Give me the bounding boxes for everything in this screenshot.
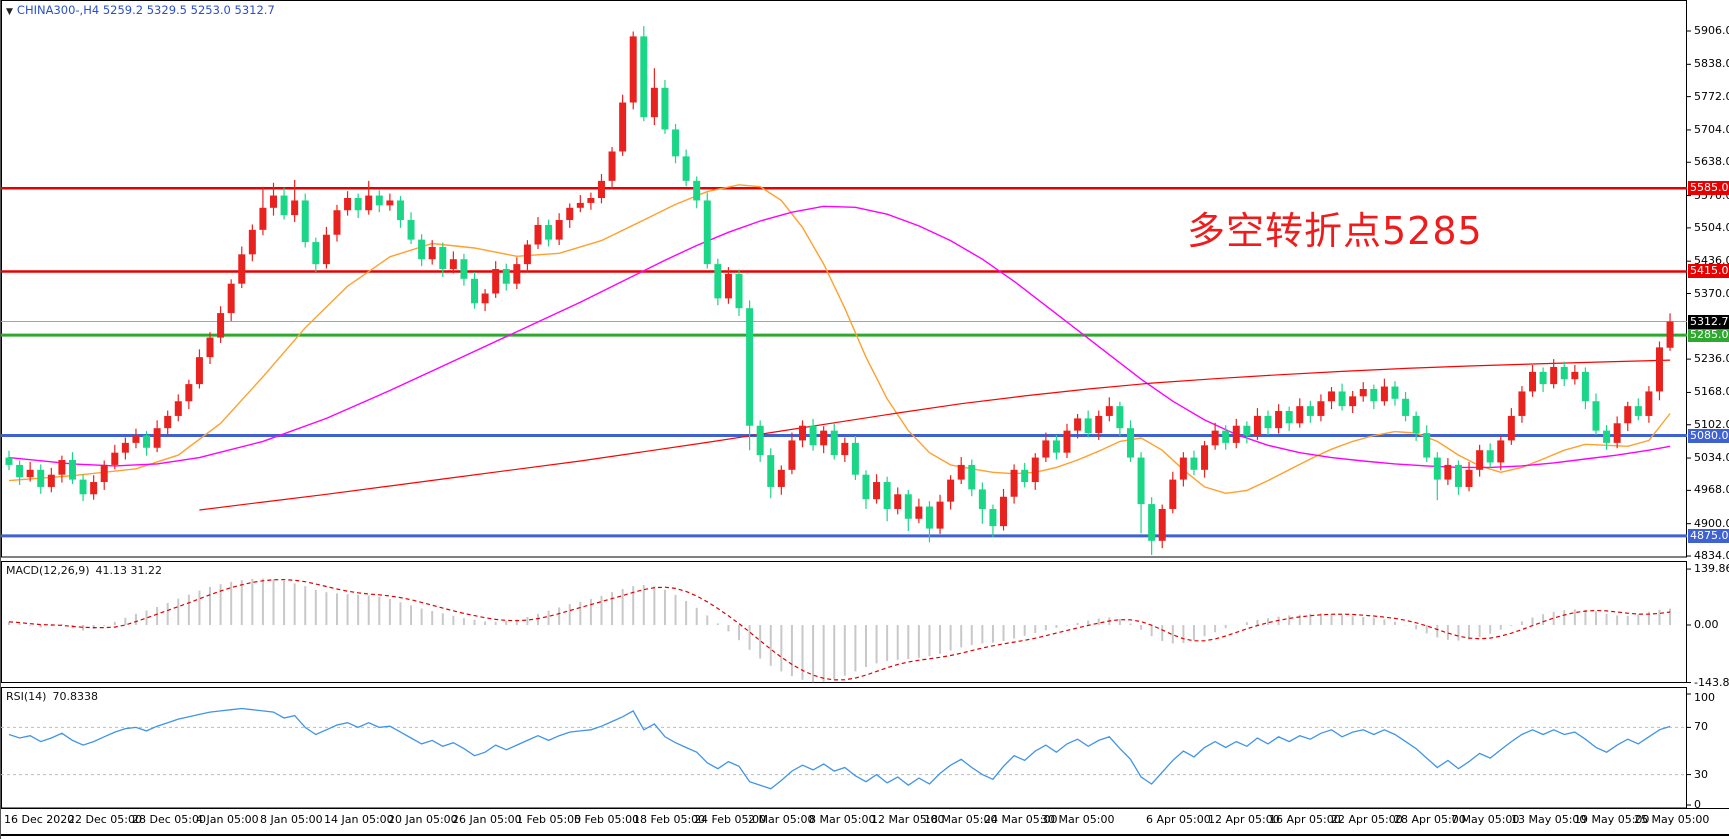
time-axis-label: 8 Jan 05:00 — [260, 813, 323, 826]
time-axis-label: 16 Apr 05:00 — [1269, 813, 1341, 826]
symbol-ohlc-values: 5259.2 5329.5 5253.0 5312.7 — [102, 3, 275, 17]
price-axis-tick: 5436.0 — [1694, 254, 1729, 268]
price-level-badge: 5285.0 — [1688, 328, 1729, 343]
price-axis-tick: 5168.0 — [1694, 385, 1729, 399]
price-axis-tick: 5236.0 — [1694, 352, 1729, 366]
rsi-title: RSI(14) — [6, 690, 47, 703]
time-axis-label: 12 Apr 05:00 — [1208, 813, 1280, 826]
price-axis-tick: 5638.0 — [1694, 155, 1729, 169]
time-axis-label: 28 Apr 05:00 — [1394, 813, 1466, 826]
time-axis-label: 28 Dec 05:00 — [132, 813, 206, 826]
price-level-badge: 5585.0 — [1688, 181, 1729, 196]
price-axis-tick: 4900.0 — [1694, 516, 1729, 530]
time-axis-label: 6 Apr 05:00 — [1146, 813, 1211, 826]
price-axis-tick: 5370.0 — [1694, 286, 1729, 300]
annotation-text: 多空转折点5285 — [1187, 209, 1483, 253]
scale-tick: 139.86 — [1694, 562, 1729, 576]
time-axis-label: 16 Dec 2020 — [4, 813, 75, 826]
dropdown-icon[interactable]: ▼ — [6, 7, 13, 17]
price-axis-tick: 4968.0 — [1694, 483, 1729, 497]
time-axis-label: 20 Jan 05:00 — [388, 813, 458, 826]
price-level-badge: 5415.0 — [1688, 264, 1729, 279]
scale-tick: 0.00 — [1694, 618, 1719, 631]
time-axis-label: 5 Feb 05:00 — [574, 813, 640, 826]
time-axis-label: 18 Feb 05:00 — [633, 813, 706, 826]
time-axis-label: 4 Jan 05:00 — [196, 813, 259, 826]
current-price-badge: 5312.7 — [1688, 314, 1729, 329]
time-axis-label: 12 Mar 05:00 — [871, 813, 945, 826]
price-level-badge: 4875.0 — [1688, 528, 1729, 543]
time-axis-label: 18 Mar 05:00 — [924, 813, 998, 826]
price-axis-tick: 5704.0 — [1694, 122, 1729, 136]
time-axis-label: 25 May 05:00 — [1634, 813, 1710, 826]
scale-tick: -143.82 — [1694, 675, 1729, 689]
time-axis-label: 24 Feb 05:00 — [694, 813, 767, 826]
time-axis-label: 7 May 05:00 — [1451, 813, 1520, 826]
macd-title: MACD(12,26,9) — [6, 564, 90, 577]
time-axis-label: 24 Mar 05:00 — [984, 813, 1058, 826]
price-axis-tick: 5102.0 — [1694, 417, 1729, 431]
time-axis-label: 22 Dec 05:00 — [68, 813, 142, 826]
time-axis-label: 13 May 05:00 — [1511, 813, 1587, 826]
symbol-name: CHINA300-,H4 — [16, 3, 100, 17]
price-axis-tick: 5034.0 — [1694, 451, 1729, 465]
price-axis-tick: 5906.0 — [1694, 24, 1729, 37]
price-axis-tick: 5772.0 — [1694, 89, 1729, 103]
time-axis-label: 26 Jan 05:00 — [452, 813, 522, 826]
rsi-value: 70.8338 — [52, 690, 98, 703]
time-axis-label: 22 Apr 05:00 — [1331, 813, 1403, 826]
time-axis-label: 1 Feb 05:00 — [516, 813, 582, 826]
time-axis-label: 8 Mar 05:00 — [809, 813, 876, 826]
symbol-ohlc-label: ▼ CHINA300-,H4 5259.2 5329.5 5253.0 5312.… — [6, 3, 275, 17]
price-axis-tick: 4834.0 — [1694, 549, 1729, 562]
time-axis-label: 30 Mar 05:00 — [1041, 813, 1115, 826]
time-axis-label: 14 Jan 05:00 — [324, 813, 394, 826]
time-axis-label: 2 Mar 05:00 — [748, 813, 815, 826]
rsi-indicator-label: RSI(14) 70.8338 — [6, 690, 98, 703]
price-axis-tick: 5838.0 — [1694, 57, 1729, 71]
macd-indicator-label: MACD(12,26,9) 41.13 31.22 — [6, 564, 162, 577]
price-level-badge: 5080.0 — [1688, 428, 1729, 443]
macd-values: 41.13 31.22 — [95, 564, 163, 577]
time-axis-label: 19 May 05:00 — [1574, 813, 1650, 826]
price-axis-tick: 5504.0 — [1694, 220, 1729, 234]
